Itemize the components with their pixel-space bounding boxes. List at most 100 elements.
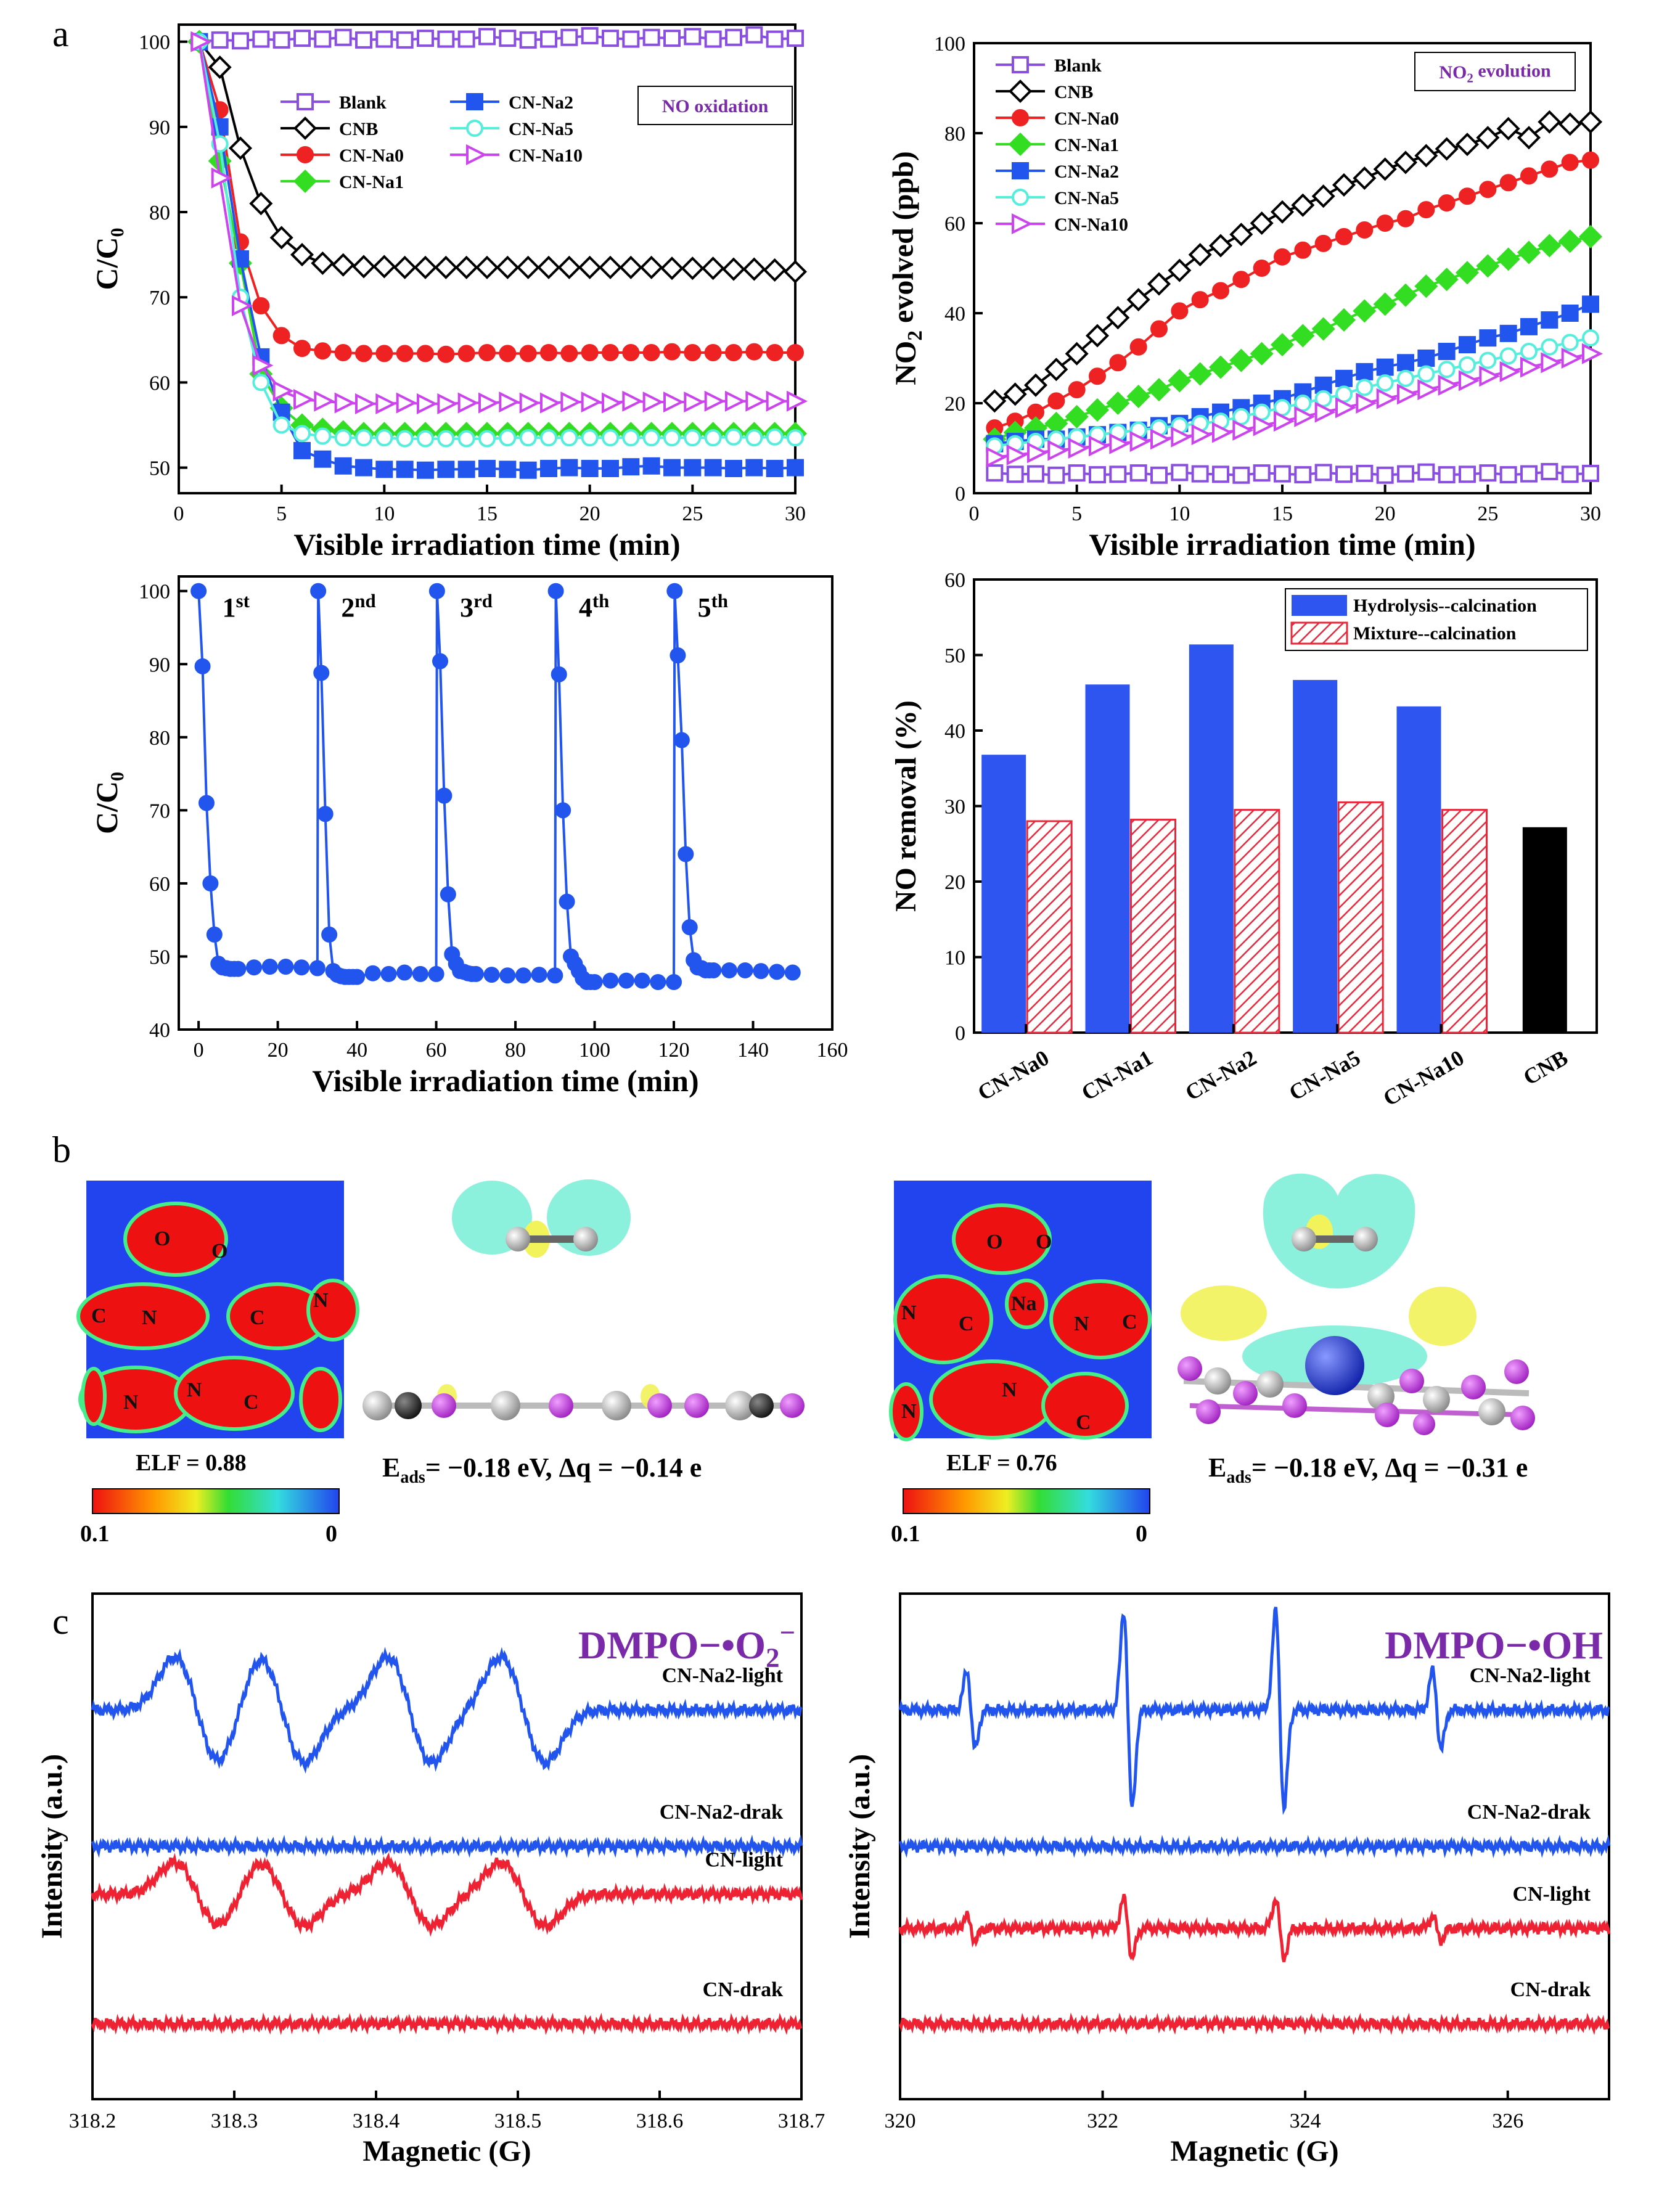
data-point <box>540 392 562 414</box>
data-point <box>1435 268 1459 292</box>
data-point <box>412 965 428 982</box>
data-point <box>1479 329 1497 347</box>
x-tick-label: 20 <box>580 502 600 525</box>
y-tick-label: 10 <box>944 947 965 970</box>
data-point <box>1417 201 1435 219</box>
atom-label: C <box>1076 1411 1091 1434</box>
y-tick-label: 100 <box>139 31 170 54</box>
data-point <box>1397 369 1414 387</box>
data-point <box>437 461 455 478</box>
data-point <box>1089 435 1110 457</box>
atom-label: N <box>1074 1313 1089 1335</box>
data-point <box>663 30 681 47</box>
data-point <box>622 390 644 412</box>
data-point <box>1459 356 1476 374</box>
data-point <box>499 461 517 478</box>
data-point <box>457 392 479 414</box>
data-point <box>1188 243 1212 267</box>
chart-epr-o2: 318.2 318.3 318.4 318.5 318.6 318.7 CN-Na2-lig… <box>36 1592 825 2168</box>
data-point <box>211 31 229 49</box>
x-tick-label: 318.4 <box>353 2110 400 2132</box>
data-point <box>375 429 393 447</box>
data-point <box>1047 392 1065 410</box>
data-point <box>349 969 366 985</box>
data-point <box>1476 254 1500 278</box>
data-point <box>478 28 496 46</box>
data-point <box>355 429 372 447</box>
x-tick-label: 140 <box>737 1039 769 1062</box>
data-point <box>478 430 496 448</box>
atom-label: N <box>123 1391 139 1414</box>
trace-label: CN-light <box>1512 1883 1591 1906</box>
data-point <box>1109 433 1131 454</box>
data-point <box>1538 110 1562 134</box>
x-tick-label: 10 <box>1169 502 1190 525</box>
data-point <box>560 391 582 413</box>
data-point <box>1353 166 1377 190</box>
data-point <box>1191 424 1213 446</box>
data-point <box>206 926 223 943</box>
x-tick-label: 5 <box>1071 502 1082 525</box>
data-point <box>1109 354 1127 372</box>
y-tick-label: 50 <box>149 457 170 480</box>
data-point <box>380 965 397 982</box>
data-point <box>393 255 417 279</box>
data-point <box>417 430 434 448</box>
x-tick-label: 318.7 <box>778 2110 825 2132</box>
data-point <box>660 256 684 281</box>
data-point <box>396 430 414 448</box>
data-point <box>334 392 356 414</box>
data-point <box>437 430 455 448</box>
data-point <box>1089 367 1106 385</box>
data-point <box>396 31 414 49</box>
cycle-label: 2nd <box>341 591 375 623</box>
y-tick-label: 30 <box>944 796 965 819</box>
data-point <box>1578 224 1603 248</box>
y-tick-label: 60 <box>944 213 965 236</box>
elf-map-left: O O C N C N N N C <box>76 1181 359 1438</box>
data-point <box>663 391 685 413</box>
data-point <box>1356 221 1374 239</box>
bar-mixture <box>1026 820 1073 1034</box>
data-point <box>272 380 294 402</box>
data-point <box>519 461 537 479</box>
data-point <box>602 972 619 989</box>
data-point <box>478 459 496 477</box>
data-point <box>704 459 722 477</box>
data-point <box>1027 465 1044 483</box>
legend-label: Hydrolysis--calcination <box>1353 596 1537 616</box>
annotation-label: NO oxidation <box>662 96 769 117</box>
data-point <box>1582 151 1599 169</box>
data-point <box>499 30 517 47</box>
data-point <box>531 967 547 983</box>
data-point <box>1270 333 1295 357</box>
data-point <box>1397 354 1414 372</box>
adsorption-energy-right: Eads= −0.18 eV, Δq = −0.31 e <box>1208 1452 1528 1487</box>
atom-label: O <box>1036 1231 1052 1253</box>
y-tick-label: 20 <box>944 393 965 416</box>
x-tick-label: 120 <box>658 1039 690 1062</box>
data-point <box>309 960 326 977</box>
elf-map-right: O O N C Na N C N N C <box>889 1181 1152 1441</box>
data-point <box>642 28 660 46</box>
data-point <box>436 787 453 804</box>
data-point <box>1311 184 1335 208</box>
x-tick-label: 10 <box>374 502 395 525</box>
data-point <box>1561 154 1579 171</box>
data-point <box>355 459 372 477</box>
data-point <box>618 972 634 989</box>
data-point <box>1065 342 1089 366</box>
data-point <box>1208 355 1233 379</box>
series-CN-Na0 <box>190 33 804 363</box>
data-point <box>1376 215 1394 232</box>
data-point <box>232 295 253 317</box>
adsorption-model-right <box>1178 1173 1535 1435</box>
data-point <box>417 461 434 479</box>
annotation-label: NO2 evolution <box>1439 60 1551 85</box>
data-point <box>1335 369 1353 387</box>
data-point <box>540 429 557 447</box>
data-point <box>684 344 702 361</box>
data-point <box>704 429 722 447</box>
x-tick-label: 324 <box>1290 2110 1321 2132</box>
data-point <box>1499 347 1517 365</box>
